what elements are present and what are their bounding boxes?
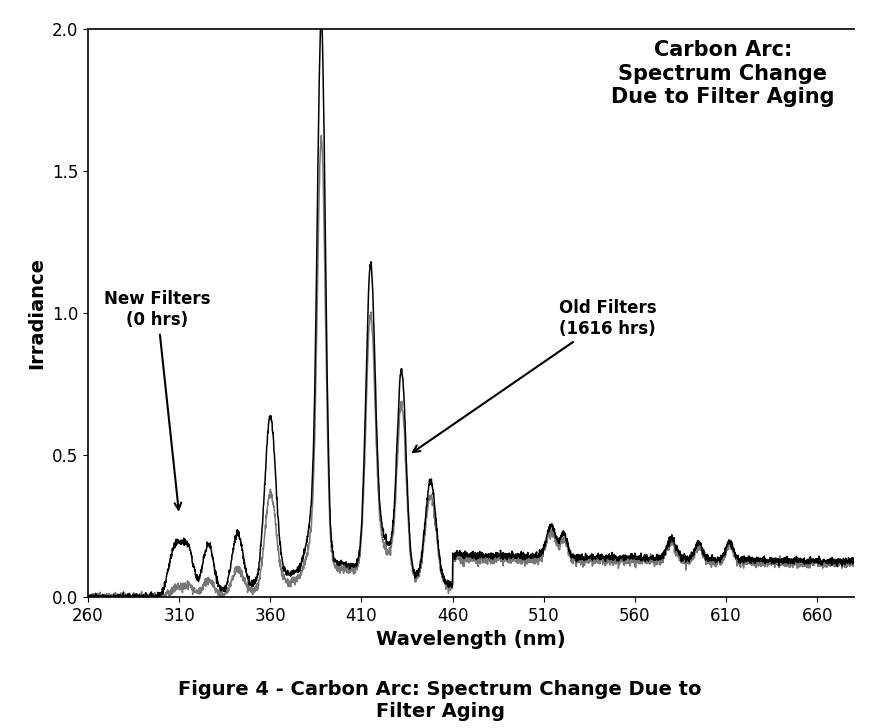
Text: Old Filters
(1616 hrs): Old Filters (1616 hrs) [413, 298, 656, 452]
Text: Figure 4 - Carbon Arc: Spectrum Change Due to
Filter Aging: Figure 4 - Carbon Arc: Spectrum Change D… [179, 680, 701, 721]
X-axis label: Wavelength (nm): Wavelength (nm) [376, 630, 566, 649]
Text: New Filters
(0 hrs): New Filters (0 hrs) [104, 290, 210, 510]
Text: Carbon Arc:
Spectrum Change
Due to Filter Aging: Carbon Arc: Spectrum Change Due to Filte… [611, 41, 834, 107]
Y-axis label: Irradiance: Irradiance [27, 257, 47, 369]
